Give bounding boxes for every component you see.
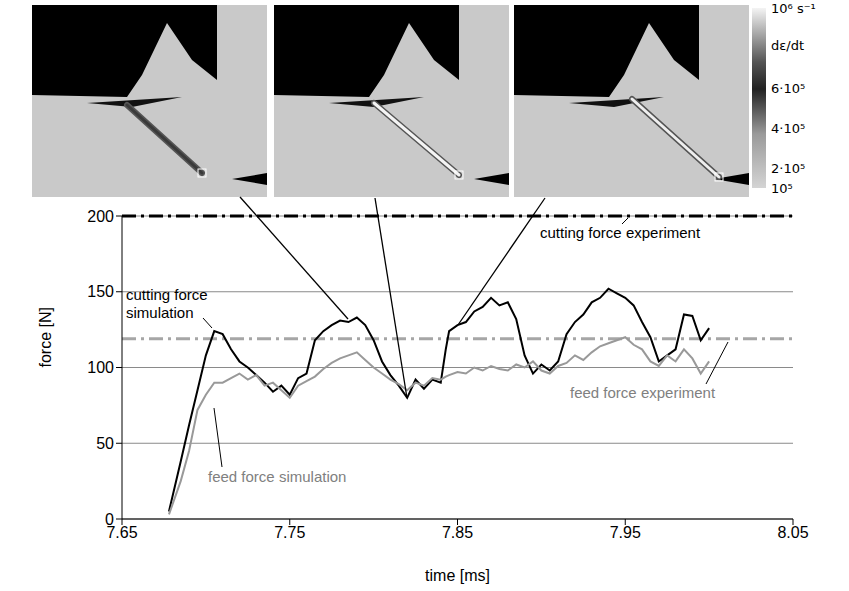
svg-text:8.05: 8.05 — [777, 524, 808, 541]
svg-text:7.85: 7.85 — [442, 524, 473, 541]
svg-text:feed force simulation: feed force simulation — [208, 468, 346, 485]
svg-text:time [ms]: time [ms] — [425, 567, 490, 584]
svg-text:force [N]: force [N] — [37, 307, 54, 367]
svg-text:cutting forcesimulation: cutting forcesimulation — [126, 286, 208, 321]
svg-text:cutting force experiment: cutting force experiment — [540, 224, 701, 241]
svg-text:7.95: 7.95 — [610, 524, 641, 541]
svg-text:150: 150 — [87, 283, 114, 300]
svg-text:2·10⁵: 2·10⁵ — [771, 161, 805, 176]
svg-text:100: 100 — [87, 359, 114, 376]
svg-text:dε/dt: dε/dt — [771, 38, 804, 53]
svg-text:10⁵: 10⁵ — [771, 181, 793, 196]
svg-text:6·10⁵: 6·10⁵ — [771, 81, 805, 96]
svg-text:50: 50 — [96, 435, 114, 452]
svg-text:feed force experiment: feed force experiment — [570, 384, 716, 401]
svg-text:7.75: 7.75 — [274, 524, 305, 541]
svg-text:7.65: 7.65 — [106, 524, 138, 542]
svg-text:200: 200 — [87, 208, 114, 225]
svg-text:4·10⁵: 4·10⁵ — [771, 121, 805, 136]
svg-text:0: 0 — [105, 511, 114, 528]
svg-text:10⁶ s⁻¹: 10⁶ s⁻¹ — [771, 1, 816, 16]
